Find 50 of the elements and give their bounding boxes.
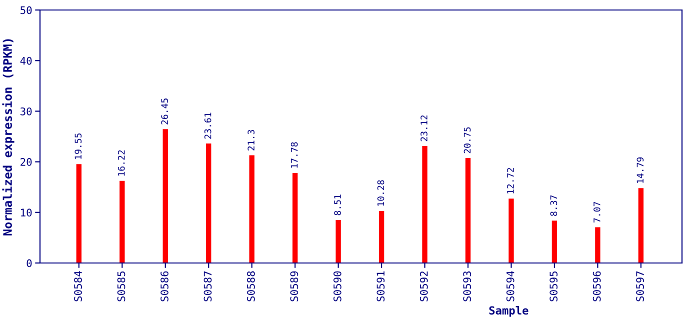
y-tick-label: 40 <box>20 56 32 65</box>
x-tick-label: S0588 <box>247 271 255 302</box>
x-tick-label: S0587 <box>204 271 212 302</box>
data-label: 7.07 <box>594 202 600 222</box>
x-tick-label: S0586 <box>160 271 168 302</box>
y-tick-label: 0 <box>26 259 32 268</box>
y-tick-label: 20 <box>20 158 32 166</box>
data-label: 20.75 <box>464 127 471 154</box>
bar <box>552 220 558 263</box>
bar <box>249 155 254 263</box>
data-label: 8.37 <box>550 195 558 216</box>
data-label: 23.12 <box>420 115 428 142</box>
bar <box>292 173 298 263</box>
data-label: 14.79 <box>636 157 644 183</box>
bar <box>206 144 212 263</box>
data-label: 10.28 <box>377 180 384 206</box>
data-label: 19.55 <box>74 133 82 159</box>
data-label: 8.51 <box>334 194 341 216</box>
x-tick-label: S0595 <box>550 271 558 302</box>
x-tick-label: S0593 <box>463 271 472 302</box>
bar <box>465 158 471 263</box>
bar <box>422 146 428 263</box>
x-tick-label: S0589 <box>290 271 298 302</box>
data-label: 23.61 <box>204 112 212 139</box>
x-tick-label: S0596 <box>592 271 601 302</box>
y-tick-label: 30 <box>20 107 32 116</box>
x-tick-label: S0591 <box>376 271 385 302</box>
x-tick-label: S0597 <box>636 271 644 302</box>
x-tick-label: S0584 <box>74 271 82 302</box>
data-label: 26.45 <box>161 98 168 124</box>
bar <box>508 198 514 263</box>
x-tick-label: S0594 <box>506 271 514 302</box>
bar <box>638 188 644 263</box>
x-tick-label: S0590 <box>333 271 342 302</box>
bar <box>76 164 82 263</box>
bar <box>162 129 168 263</box>
data-label: 17.78 <box>290 142 298 168</box>
data-label: 21.3 <box>248 130 254 150</box>
bar <box>120 180 125 263</box>
y-axis-title: Normalized expression (RPKM) <box>2 39 14 236</box>
bar <box>595 227 600 263</box>
y-tick-label: 10 <box>21 208 32 217</box>
x-tick-label: S0592 <box>420 272 428 302</box>
y-tick-label: 50 <box>20 6 32 14</box>
data-label: 16.22 <box>118 150 125 176</box>
bar <box>378 210 384 263</box>
x-axis-title: Sample <box>489 306 528 317</box>
x-tick-label: S0585 <box>117 271 126 302</box>
data-label: 12.72 <box>507 168 514 194</box>
bar <box>336 220 341 263</box>
